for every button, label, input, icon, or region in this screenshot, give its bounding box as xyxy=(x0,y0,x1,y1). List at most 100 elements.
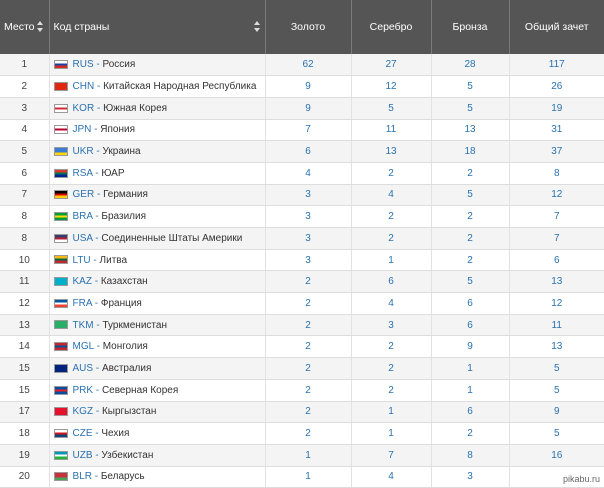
table-row[interactable]: 5 UKR - Украина 6 13 18 37 xyxy=(0,140,604,163)
table-row[interactable]: 8 BRA - Бразилия 3 2 2 7 xyxy=(0,205,604,228)
gold-count: 2 xyxy=(265,314,352,337)
column-header-gold[interactable]: Золото xyxy=(265,0,352,54)
column-header-bronze[interactable]: Бронза xyxy=(431,0,510,54)
country-name: Бразилия xyxy=(101,211,146,223)
country-separator: - xyxy=(94,102,104,114)
flag-icon xyxy=(53,190,68,200)
country-code-link[interactable]: BRA xyxy=(72,211,93,223)
country-code-link[interactable]: KOR xyxy=(72,102,95,114)
country-code-link[interactable]: USA xyxy=(72,232,93,244)
country-code-link[interactable]: LTU xyxy=(72,254,91,266)
sort-icon[interactable] xyxy=(36,21,44,33)
country-name: Украина xyxy=(102,146,141,158)
bronze-count: 13 xyxy=(431,119,510,142)
gold-count: 2 xyxy=(265,422,352,445)
table-row[interactable]: 10 LTU - Литва 3 1 2 6 xyxy=(0,249,604,272)
country-code-link[interactable]: PRK xyxy=(72,384,94,396)
column-header-country[interactable]: Код страны xyxy=(49,0,266,54)
table-row[interactable]: 17 KGZ - Кыргызстан 2 1 6 9 xyxy=(0,401,604,424)
silver-count: 1 xyxy=(351,401,432,424)
country-code-link[interactable]: TKM xyxy=(72,319,94,331)
total-count: 13 xyxy=(509,335,604,359)
silver-count: 2 xyxy=(351,227,432,250)
silver-count: 4 xyxy=(351,184,432,207)
country-code-link[interactable]: AUS xyxy=(72,362,94,374)
total-count: 12 xyxy=(509,292,604,315)
table-row[interactable]: 20 BLR - Беларусь 1 4 3 xyxy=(0,466,604,488)
country-code-link[interactable]: UKR xyxy=(72,146,94,158)
country-name: Германия xyxy=(103,189,148,201)
country-code-link[interactable]: FRA xyxy=(72,297,92,309)
gold-count: 1 xyxy=(265,466,352,488)
country-cell: MGL - Монголия xyxy=(49,335,266,359)
silver-count: 1 xyxy=(351,249,432,272)
flag-icon xyxy=(53,59,68,69)
table-row[interactable]: 3 KOR - Южная Корея 9 5 5 19 xyxy=(0,97,604,120)
country-name: Кыргызстан xyxy=(101,406,157,418)
country-code-link[interactable]: KAZ xyxy=(72,276,92,288)
bronze-count: 6 xyxy=(431,292,510,315)
gold-count: 3 xyxy=(265,184,352,207)
silver-count: 3 xyxy=(351,314,432,337)
place-cell: 10 xyxy=(0,249,50,272)
flag-icon xyxy=(53,428,68,438)
table-row[interactable]: 18 CZE - Чехия 2 1 2 5 xyxy=(0,422,604,445)
sort-icon[interactable] xyxy=(253,21,261,33)
column-header-country-label: Код страны xyxy=(53,21,110,33)
country-code-link[interactable]: KGZ xyxy=(72,406,94,418)
country-code-link[interactable]: GER xyxy=(72,189,95,201)
silver-count: 2 xyxy=(351,357,432,380)
column-header-place[interactable]: Место xyxy=(0,0,50,54)
place-cell: 5 xyxy=(0,140,50,163)
gold-count: 6 xyxy=(265,140,352,163)
country-cell: BLR - Беларусь xyxy=(49,466,266,488)
country-code-link[interactable]: CZE xyxy=(72,428,93,440)
country-cell: KGZ - Кыргызстан xyxy=(49,401,266,424)
gold-count: 62 xyxy=(265,54,352,77)
gold-count: 3 xyxy=(265,227,352,250)
column-header-silver[interactable]: Серебро xyxy=(351,0,432,54)
country-name: Литва xyxy=(99,254,128,266)
country-code-link[interactable]: BLR xyxy=(72,471,92,483)
bronze-count: 2 xyxy=(431,227,510,250)
table-row[interactable]: 6 RSA - ЮАР 4 2 2 8 xyxy=(0,162,604,185)
country-name: Япония xyxy=(100,124,136,136)
bronze-count: 9 xyxy=(431,335,510,359)
table-row[interactable]: 7 GER - Германия 3 4 5 12 xyxy=(0,184,604,207)
country-separator: - xyxy=(91,124,101,136)
table-row[interactable]: 2 CHN - Китайская Народная Республика 9 12 5… xyxy=(0,75,604,98)
country-code-link[interactable]: RUS xyxy=(72,59,94,71)
table-row[interactable]: 14 MGL - Монголия 2 2 9 13 xyxy=(0,335,604,359)
country-name: Казахстан xyxy=(100,276,148,288)
table-row[interactable]: 15 AUS - Австралия 2 2 1 5 xyxy=(0,357,604,380)
silver-count: 2 xyxy=(351,335,432,359)
table-row[interactable]: 13 TKM - Туркменистан 2 3 6 11 xyxy=(0,314,604,337)
place-cell: 14 xyxy=(0,335,50,359)
silver-count: 7 xyxy=(351,444,432,467)
country-code-link[interactable]: RSA xyxy=(72,167,93,179)
silver-count: 27 xyxy=(351,54,432,77)
country-code-link[interactable]: UZB xyxy=(72,449,93,461)
table-row[interactable]: 4 JPN - Япония 7 11 13 31 xyxy=(0,119,604,142)
gold-count: 4 xyxy=(265,162,352,185)
table-row[interactable]: 15 PRK - Северная Корея 2 2 1 5 xyxy=(0,379,604,402)
table-row[interactable]: 12 FRA - Франция 2 4 6 12 xyxy=(0,292,604,315)
flag-icon xyxy=(53,146,68,156)
place-cell: 1 xyxy=(0,54,50,77)
country-code-link[interactable]: CHN xyxy=(72,81,95,93)
table-row[interactable]: 1 RUS - Россия 62 27 28 117 xyxy=(0,54,604,77)
table-row[interactable]: 19 UZB - Узбекистан 1 7 8 16 xyxy=(0,444,604,467)
country-code-link[interactable]: MGL xyxy=(72,341,94,353)
table-row[interactable]: 8 USA - Соединенные Штаты Америки 3 2 2 7 xyxy=(0,227,604,250)
country-cell: USA - Соединенные Штаты Америки xyxy=(49,227,266,250)
country-separator: - xyxy=(93,146,103,158)
country-cell: UZB - Узбекистан xyxy=(49,444,266,467)
gold-count: 2 xyxy=(265,270,352,294)
country-code-link[interactable]: JPN xyxy=(72,124,92,136)
table-row[interactable]: 11 KAZ - Казахстан 2 6 5 13 xyxy=(0,270,604,294)
gold-count: 2 xyxy=(265,292,352,315)
table-body: 1 RUS - Россия 62 27 28 117 2 CHN - Китайская Н… xyxy=(0,54,604,488)
total-count: 5 xyxy=(509,357,604,380)
column-header-total[interactable]: Общий зачет xyxy=(509,0,604,54)
